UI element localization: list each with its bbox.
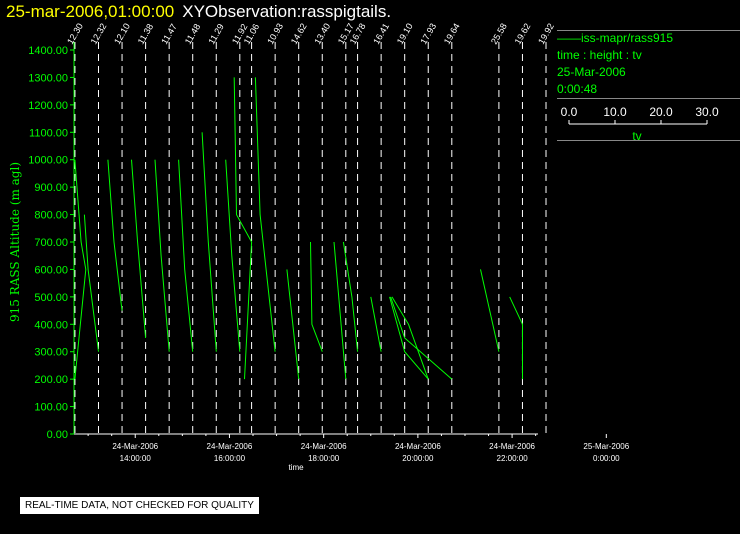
profile-label: 12.32 (89, 21, 109, 46)
profile-label: 19.92 (536, 21, 556, 46)
x-tick-time: 22:00:00 (497, 454, 529, 463)
x-tick-time: 20:00:00 (402, 454, 434, 463)
y-tick-label: 0.00 (47, 429, 68, 441)
chart-title: 25-mar-2006,01:00:00 XYObservation:rasspi… (6, 2, 391, 22)
legend: ——iss-mapr/rass915 time : height : tv 25… (557, 30, 740, 143)
y-tick-label: 1100.00 (29, 127, 68, 139)
y-tick-label: 200.00 (34, 374, 68, 386)
title-observation: XYObservation:rasspigtails. (182, 2, 392, 21)
profile-trace (74, 159, 87, 380)
legend-time: 0:00:48 (557, 82, 598, 96)
profile-trace (83, 214, 99, 352)
profile-trace (107, 159, 123, 311)
y-tick-label: 400.00 (34, 319, 68, 331)
profile-trace (391, 296, 429, 380)
profile-trace (225, 159, 241, 352)
profile-trace (333, 241, 347, 380)
y-tick-label: 800.00 (34, 210, 68, 222)
legend-rule-top (557, 30, 740, 31)
y-tick-label: 900.00 (34, 182, 68, 194)
x-tick-date: 24-Mar-2006 (395, 442, 441, 451)
y-axis-label: 915 RASS Altitude (m agl) (8, 162, 22, 322)
y-tick-label: 600.00 (34, 264, 68, 276)
profile-label: 13.40 (312, 21, 332, 46)
profile-trace (233, 77, 253, 380)
legend-scale-tick-label: 20.0 (649, 105, 673, 119)
y-tick-label: 1400.00 (28, 45, 68, 57)
profile-label: 16.41 (371, 21, 391, 46)
profile-label: 12.30 (65, 21, 85, 46)
legend-scale-tick-label: 0.0 (561, 105, 578, 119)
profile-label: 19.62 (513, 21, 533, 46)
profile-trace (131, 159, 147, 339)
profile-trace (509, 296, 523, 380)
y-tick-label: 500.00 (34, 292, 68, 304)
profile-trace (254, 77, 276, 352)
profile-label: 12.10 (112, 21, 132, 46)
profile-label: 25.58 (489, 21, 509, 46)
quality-notice: REAL-TIME DATA, NOT CHECKED FOR QUALITY (20, 497, 259, 514)
profile-trace (310, 241, 323, 352)
x-tick-date: 24-Mar-2006 (112, 442, 158, 451)
profile-label: 14.62 (289, 21, 309, 46)
x-tick-time: 16:00:00 (214, 454, 246, 463)
legend-axes: time : height : tv (557, 48, 642, 62)
legend-scale-tick-label: 10.0 (603, 105, 627, 119)
x-axis-label: time (288, 463, 304, 472)
legend-rule-bottom (557, 140, 740, 141)
y-tick-label: 700.00 (34, 237, 68, 249)
profile-trace (201, 132, 217, 352)
y-tick-label: 1200.00 (28, 100, 68, 112)
x-tick-date: 24-Mar-2006 (301, 442, 347, 451)
x-tick-time: 18:00:00 (308, 454, 340, 463)
profile-label: 10.93 (265, 21, 285, 46)
x-tick-date: 25-Mar-2006 (583, 442, 629, 451)
y-tick-label: 1300.00 (28, 72, 68, 84)
profile-label: 11.48 (183, 22, 203, 46)
legend-rule-mid (557, 98, 740, 99)
x-tick-time: 0:00:00 (593, 454, 620, 463)
profile-trace (286, 269, 300, 380)
title-date: 25-mar-2006,01:00:00 (6, 2, 175, 21)
profile-label: 19.10 (395, 21, 415, 46)
legend-scale-tick-label: 30.0 (695, 105, 719, 119)
legend-scale-label: tv (632, 129, 641, 143)
x-tick-time: 14:00:00 (120, 454, 152, 463)
profile-label: 19.64 (442, 21, 462, 46)
legend-scale: 0.0 10.0 20.0 30.0 tv (561, 105, 719, 143)
profile-trace (342, 241, 359, 352)
profile-label: 11.47 (159, 22, 179, 46)
y-tick-label: 1000.00 (28, 155, 68, 167)
profile-trace (370, 296, 382, 352)
profile-trace (154, 159, 170, 352)
profile-trace (390, 296, 453, 380)
y-tick-label: 300.00 (34, 347, 68, 359)
profile-trace (480, 269, 500, 352)
profile-trace (178, 159, 194, 352)
y-tick-label: 100.00 (34, 402, 68, 414)
profile-label: 11.29 (206, 22, 226, 46)
profile-label: 17.93 (418, 21, 438, 46)
x-tick-date: 24-Mar-2006 (489, 442, 535, 451)
profile-trace (389, 296, 429, 380)
profile-label: 11.38 (136, 22, 156, 46)
legend-series: ——iss-mapr/rass915 (557, 31, 674, 45)
legend-date: 25-Mar-2006 (557, 65, 626, 79)
legend-series-name: iss-mapr/rass915 (581, 31, 674, 45)
x-tick-date: 24-Mar-2006 (207, 442, 253, 451)
